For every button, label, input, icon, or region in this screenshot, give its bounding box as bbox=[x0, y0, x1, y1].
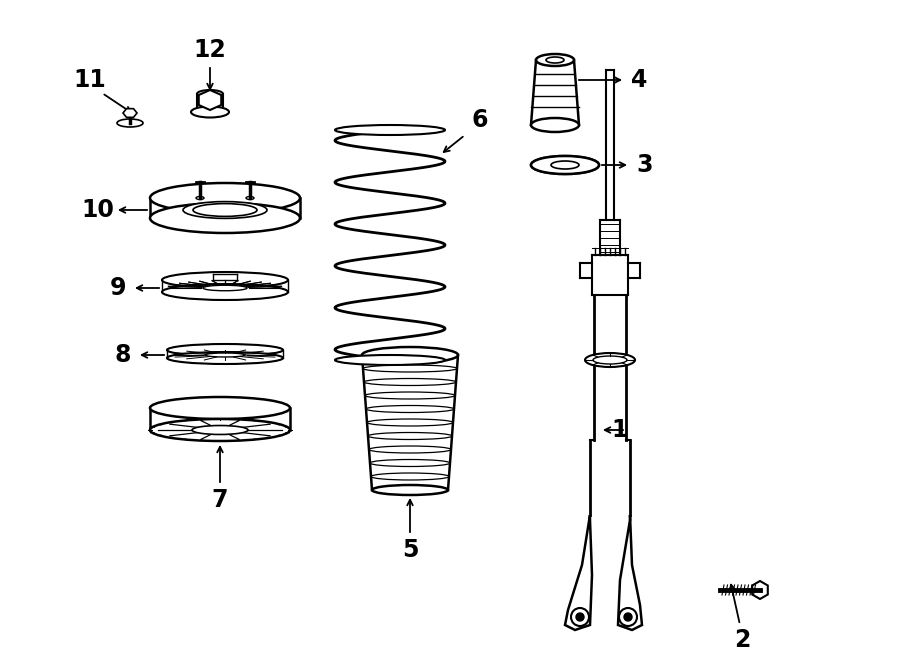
Ellipse shape bbox=[150, 183, 300, 213]
Text: 9: 9 bbox=[110, 276, 126, 300]
Ellipse shape bbox=[167, 352, 283, 364]
Ellipse shape bbox=[551, 161, 579, 169]
Ellipse shape bbox=[585, 353, 635, 367]
Text: 2: 2 bbox=[734, 628, 751, 652]
Ellipse shape bbox=[150, 203, 300, 233]
Ellipse shape bbox=[205, 353, 245, 357]
Ellipse shape bbox=[370, 459, 450, 467]
Polygon shape bbox=[123, 109, 137, 117]
Text: 6: 6 bbox=[472, 108, 489, 132]
Ellipse shape bbox=[246, 197, 254, 199]
Ellipse shape bbox=[366, 406, 454, 412]
Ellipse shape bbox=[150, 419, 290, 441]
Text: 3: 3 bbox=[637, 153, 653, 177]
Text: 12: 12 bbox=[194, 38, 227, 62]
Ellipse shape bbox=[531, 156, 599, 174]
Ellipse shape bbox=[362, 347, 458, 363]
Ellipse shape bbox=[369, 446, 451, 453]
Circle shape bbox=[624, 613, 632, 621]
Ellipse shape bbox=[364, 379, 456, 385]
Ellipse shape bbox=[372, 485, 448, 495]
Ellipse shape bbox=[367, 419, 453, 426]
Ellipse shape bbox=[197, 90, 223, 98]
Circle shape bbox=[576, 613, 584, 621]
Text: 11: 11 bbox=[74, 68, 106, 92]
Polygon shape bbox=[752, 581, 768, 599]
Ellipse shape bbox=[196, 197, 204, 199]
Polygon shape bbox=[199, 90, 221, 110]
Ellipse shape bbox=[162, 284, 288, 300]
Ellipse shape bbox=[593, 356, 627, 364]
Ellipse shape bbox=[365, 392, 455, 399]
Ellipse shape bbox=[192, 426, 248, 434]
Ellipse shape bbox=[368, 432, 452, 440]
Ellipse shape bbox=[531, 118, 579, 132]
Ellipse shape bbox=[372, 487, 448, 493]
Ellipse shape bbox=[191, 107, 229, 117]
Text: 5: 5 bbox=[401, 538, 419, 562]
Ellipse shape bbox=[362, 352, 458, 359]
Ellipse shape bbox=[546, 57, 564, 63]
Text: 8: 8 bbox=[115, 343, 131, 367]
Text: 4: 4 bbox=[631, 68, 647, 92]
Ellipse shape bbox=[335, 125, 445, 135]
Ellipse shape bbox=[193, 204, 257, 216]
Text: 7: 7 bbox=[212, 488, 229, 512]
Text: 1: 1 bbox=[612, 418, 628, 442]
Ellipse shape bbox=[117, 119, 143, 127]
Ellipse shape bbox=[167, 344, 283, 356]
Ellipse shape bbox=[150, 397, 290, 419]
Text: 10: 10 bbox=[82, 198, 114, 222]
Ellipse shape bbox=[371, 473, 449, 480]
Ellipse shape bbox=[203, 285, 247, 291]
Ellipse shape bbox=[335, 355, 445, 365]
Ellipse shape bbox=[536, 54, 574, 66]
Ellipse shape bbox=[183, 202, 267, 218]
Ellipse shape bbox=[162, 272, 288, 288]
Ellipse shape bbox=[363, 365, 457, 372]
Ellipse shape bbox=[531, 156, 599, 174]
